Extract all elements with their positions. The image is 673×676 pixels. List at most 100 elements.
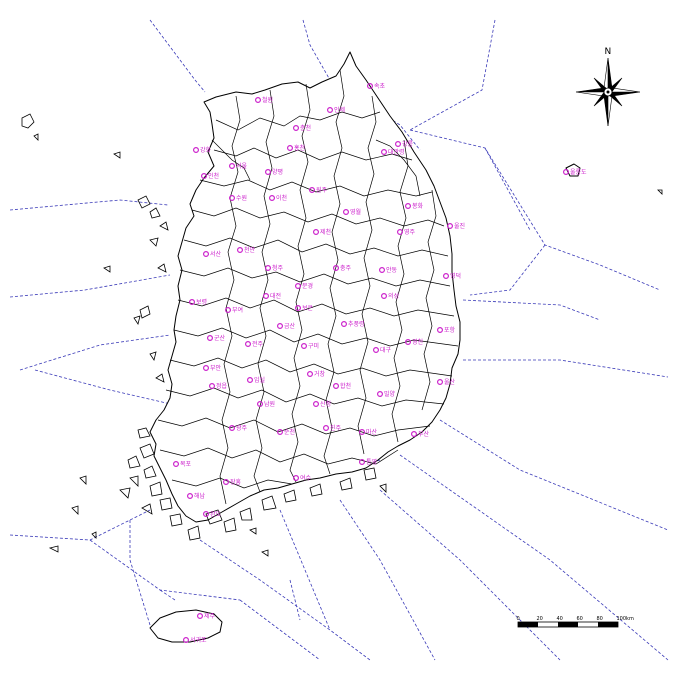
station-dot (313, 229, 320, 236)
station-marker: 완도 (203, 510, 222, 518)
station-marker: 양평 (265, 168, 283, 176)
station-marker: 울산 (437, 378, 456, 386)
station-label: 강화 (200, 146, 212, 154)
station-label: 서귀포 (190, 636, 207, 644)
station-label: 양평 (272, 168, 283, 176)
station-label: 부산 (418, 430, 430, 438)
station-label: 제주 (204, 612, 216, 620)
station-label: 여수 (300, 474, 312, 482)
station-marker: 철원 (255, 96, 273, 104)
station-marker: 울릉도 (562, 169, 587, 176)
station-label: 서산 (210, 250, 222, 258)
station-label: 전주 (252, 340, 264, 348)
station-label: 문경 (302, 283, 313, 290)
station-marker: 합천 (333, 382, 351, 390)
station-label: 철원 (262, 96, 273, 104)
scale-bar-tick-labels: 0 20 40 60 80 100km (517, 616, 634, 622)
scale-tick-label: 100km (617, 616, 634, 622)
station-dot (209, 383, 216, 390)
station-label: 강릉 (402, 140, 414, 148)
station-label: 합천 (340, 382, 351, 390)
station-marker: 부산 (411, 430, 430, 438)
scale-tick-label: 0 (517, 616, 520, 622)
station-marker: 금산 (277, 322, 296, 330)
station-marker: 광주 (229, 425, 248, 432)
station-marker: 홍천 (287, 144, 305, 152)
station-marker: 순천 (277, 428, 295, 436)
station-marker: 해남 (187, 492, 206, 500)
station-label: 추풍령 (348, 320, 365, 328)
station-marker: 추풍령 (341, 320, 365, 328)
station-dot (562, 169, 569, 176)
station-marker: 포항 (437, 326, 456, 334)
station-marker: 문경 (295, 283, 313, 290)
station-dot (373, 347, 380, 354)
station-label: 보은 (302, 305, 314, 312)
station-label: 순천 (284, 428, 295, 436)
station-dot (237, 247, 244, 254)
station-marker: 임실 (247, 376, 265, 384)
station-label: 봉화 (412, 202, 424, 210)
station-dot (277, 323, 284, 330)
station-dot (189, 299, 196, 306)
station-label: 산청 (320, 400, 331, 408)
station-marker: 제천 (313, 228, 331, 236)
station-label: 남원 (264, 400, 275, 408)
station-label: 충주 (340, 264, 352, 272)
station-dot (313, 401, 320, 408)
station-dot (333, 265, 340, 272)
station-label: 울릉도 (570, 169, 587, 176)
station-dot (293, 124, 300, 131)
station-dot (309, 187, 316, 194)
station-marker: 청주 (265, 265, 284, 272)
station-dot (223, 479, 230, 486)
station-label: 청주 (272, 265, 284, 272)
station-dot (247, 377, 254, 384)
station-dot (229, 163, 236, 170)
station-dot (295, 305, 302, 312)
station-label: 인제 (334, 106, 345, 114)
jeju-island (149, 609, 223, 643)
station-label: 완도 (210, 510, 222, 518)
station-dot (293, 475, 300, 482)
station-marker: 목포 (173, 461, 192, 468)
station-dot (397, 229, 404, 236)
compass-rose: N (575, 47, 641, 127)
station-marker: 거창 (307, 370, 326, 378)
scale-tick-label: 60 (577, 616, 583, 622)
station-marker: 영천 (405, 338, 423, 346)
station-dot (265, 265, 272, 272)
station-dot (327, 106, 334, 113)
station-label: 인천 (208, 172, 219, 180)
station-label: 영주 (404, 228, 416, 236)
station-label: 이천 (276, 194, 287, 202)
station-label: 군산 (214, 334, 226, 342)
station-marker: 남원 (257, 400, 275, 408)
station-dot (245, 341, 252, 348)
station-dot (263, 293, 270, 300)
ulleungdo-island (565, 163, 581, 177)
station-marker: 부안 (203, 364, 222, 372)
station-dot (377, 391, 384, 398)
station-dot (405, 203, 412, 210)
station-marker: 군산 (207, 334, 226, 342)
station-label: 보령 (196, 298, 207, 306)
station-marker: 영주 (397, 228, 416, 236)
station-label: 원주 (316, 186, 328, 194)
station-marker: 충주 (333, 264, 352, 272)
station-label: 목포 (180, 461, 192, 468)
station-dot (257, 401, 264, 408)
station-label: 울산 (444, 378, 456, 386)
station-label: 부여 (232, 306, 243, 314)
korean-peninsula (149, 51, 461, 523)
station-marker: 속초 (367, 82, 386, 90)
station-marker: 서울 (229, 162, 248, 170)
station-marker: 마산 (359, 428, 378, 436)
scale-tick-label: 40 (557, 616, 563, 622)
station-dot (405, 339, 412, 346)
station-label: 거창 (314, 370, 326, 378)
station-marker: 영덕 (443, 272, 461, 280)
station-dot (197, 612, 204, 619)
